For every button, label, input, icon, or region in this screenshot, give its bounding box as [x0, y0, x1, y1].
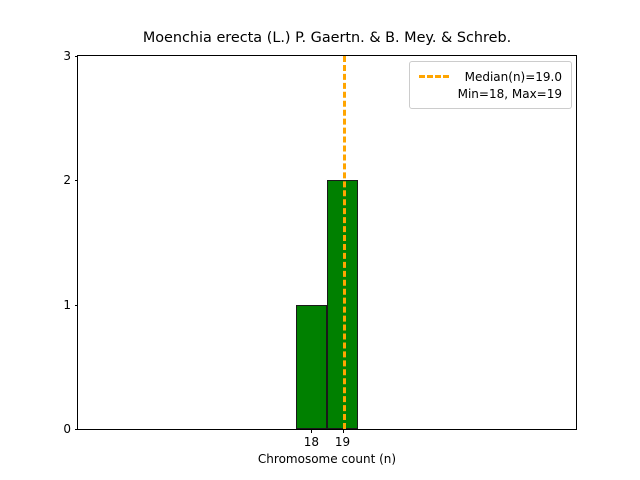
- x-tick-label: 19: [334, 435, 351, 449]
- legend-label-minmax: Min=18, Max=19: [457, 86, 562, 101]
- y-tick-label: 0: [63, 422, 71, 436]
- orange-dashed-line-icon: [418, 75, 449, 78]
- y-tick-mark: [74, 56, 78, 57]
- y-tick-mark: [74, 429, 78, 430]
- chart-title: Moenchia erecta (L.) P. Gaertn. & B. Mey…: [142, 30, 512, 46]
- x-tick-label: 18: [303, 435, 320, 449]
- y-tick-label: 1: [63, 297, 71, 312]
- median-line: [342, 56, 346, 429]
- legend-entry-median: Median(n)=19.0: [418, 68, 562, 85]
- legend-entry-minmax: Min=18, Max=19: [419, 85, 562, 102]
- y-tick-mark: [74, 304, 78, 306]
- bar: [295, 304, 327, 429]
- x-tick-mark: [342, 429, 344, 433]
- legend-label-median: Median(n)=19.0: [464, 69, 562, 84]
- y-tick-label: 3: [63, 49, 71, 63]
- plot-inner: [78, 56, 576, 429]
- chart-legend: Median(n)=19.0 Min=18, Max=19: [408, 61, 572, 109]
- x-tick-mark: [311, 429, 313, 433]
- y-tick-mark: [74, 180, 78, 182]
- plot-area: Median(n)=19.0 Min=18, Max=19 0 1 2 3 18 19: [63, 49, 577, 449]
- y-tick-label: 2: [63, 173, 71, 188]
- x-axis-label: Chromosome count (n): [257, 452, 397, 466]
